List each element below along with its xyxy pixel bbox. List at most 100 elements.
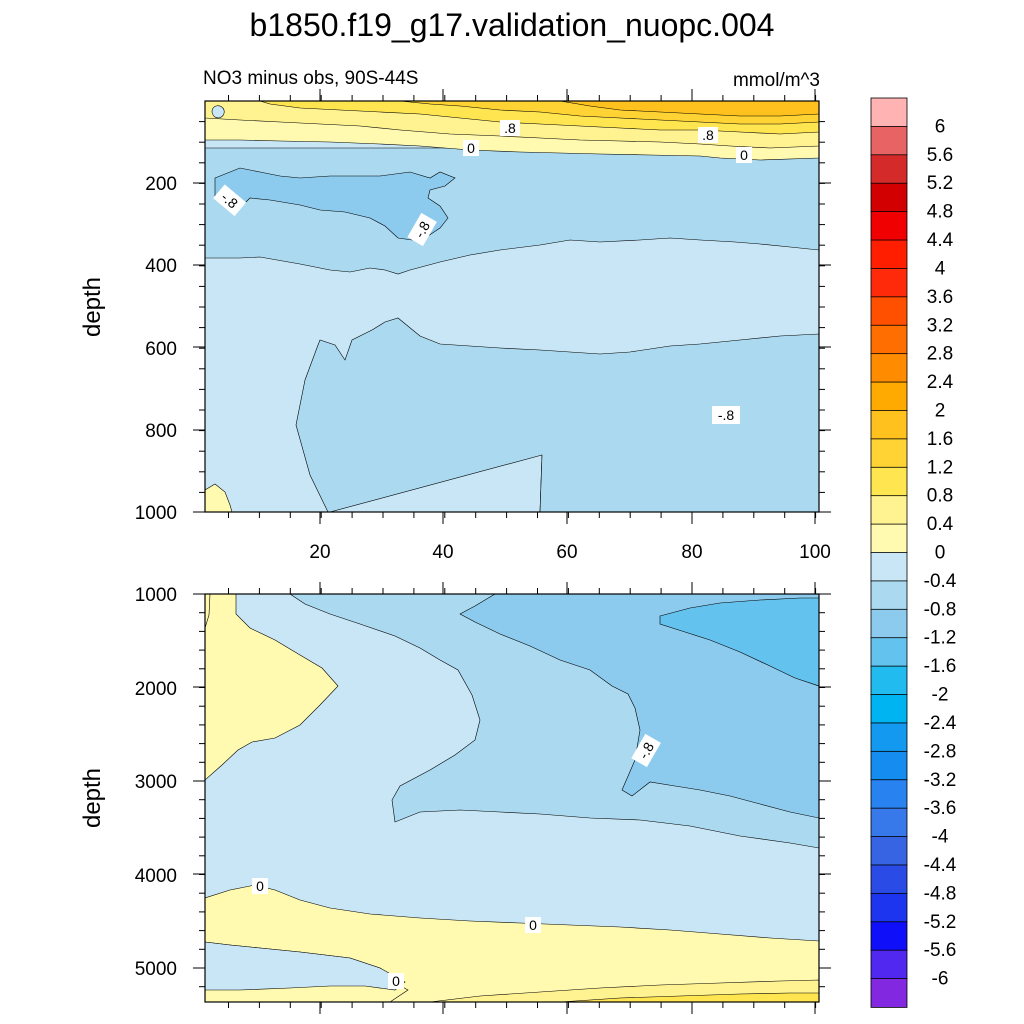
lower-ytick-label: 3000 (135, 772, 177, 793)
colorbar-swatch (870, 949, 908, 980)
upper-xtick-label: 60 (556, 542, 577, 563)
upper-ytick-label: 400 (145, 256, 177, 277)
upper-fill-small-patch (211, 105, 225, 119)
upper-contour-label-5: -.8 (213, 184, 247, 217)
lower-contour-fills (205, 594, 819, 1002)
upper-ylabel: depth (79, 277, 106, 337)
upper-fill-neg04-deep (295, 317, 819, 512)
lower-frame (204, 593, 820, 1003)
lower-ylabel: depth (79, 768, 106, 828)
upper-ytick-label: 800 (145, 421, 177, 442)
lower-fill-pos0-left (205, 594, 339, 781)
colorbar-label: -3.6 (924, 798, 957, 819)
colorbar-swatch (870, 836, 908, 866)
upper-contour-label-6: -.8 (407, 212, 437, 247)
upper-ytick-label: 200 (145, 174, 177, 195)
colorbar-swatch (870, 410, 908, 440)
colorbar-label: -5.2 (924, 912, 957, 933)
lower-fill-pos08-bottom (559, 992, 819, 1002)
lower-fill-neg08 (459, 594, 819, 819)
colorbar-label: -4.8 (924, 883, 957, 904)
subtitle-right: mmol/m^3 (733, 70, 820, 91)
colorbar-label: 4 (935, 258, 946, 279)
colorbar-label: 2.4 (927, 372, 954, 393)
colorbar-swatch (870, 608, 908, 639)
upper-contour-label-2-text: .8 (702, 127, 714, 143)
colorbar-label: 4.4 (927, 230, 954, 251)
lower-ytick-label: 2000 (135, 679, 177, 700)
upper-xtick-label: 20 (309, 542, 330, 563)
colorbar-label: 2 (935, 400, 946, 421)
colorbar-label: -4.4 (924, 855, 957, 876)
lower-ytick-label: 5000 (135, 959, 177, 980)
upper-contour-label-2: .8 (698, 127, 718, 143)
colorbar-swatch (870, 239, 908, 270)
colorbar-label: -2 (932, 685, 949, 706)
upper-contour-label-3: 0 (463, 140, 479, 156)
colorbar-swatch (870, 921, 908, 951)
colorbar-swatch (870, 268, 908, 298)
colorbar-swatch (870, 665, 908, 696)
colorbar-label: 3.2 (927, 315, 953, 336)
colorbar-swatch (870, 126, 908, 156)
lower-fill-neg12 (659, 597, 819, 687)
colorbar-swatch (870, 694, 908, 724)
colorbar-swatch (870, 182, 908, 213)
colorbar-swatch (870, 864, 908, 895)
colorbar-label: 5.6 (927, 145, 953, 166)
upper-contour-label-1-text: .8 (504, 120, 516, 136)
colorbar-label: -6 (932, 969, 949, 990)
colorbar-swatch (870, 324, 908, 355)
lower-contour-label-3-text: 0 (529, 917, 537, 933)
colorbar-swatch (870, 978, 908, 1008)
colorbar-swatch (870, 381, 908, 412)
upper-xtick-label: 100 (799, 542, 831, 563)
upper-contour-label-1: .8 (500, 120, 520, 136)
lower-ytick-label: 4000 (135, 866, 177, 887)
lower-contour-label-4: 0 (388, 973, 404, 989)
colorbar-swatch (870, 637, 908, 667)
colorbar-label: -0.8 (924, 599, 957, 620)
colorbar-swatch (870, 580, 908, 611)
colorbar-swatch (870, 523, 908, 554)
lower-contour-label-2-text: 0 (256, 878, 264, 894)
upper-fill-neg08-patch-left (214, 167, 456, 241)
upper-contour-label-4-text: 0 (740, 147, 748, 163)
upper-contour-fills (205, 101, 819, 512)
colorbar-swatch (870, 807, 908, 838)
colorbar-label: 3.6 (927, 287, 953, 308)
upper-contour-label-7-text: -.8 (718, 407, 735, 423)
lower-ytick-label: 1000 (135, 585, 177, 606)
colorbar-swatch (870, 552, 908, 582)
colorbar-label: -3.2 (924, 770, 957, 791)
upper-fill-pos16 (559, 101, 819, 117)
colorbar-swatch (870, 296, 908, 327)
colorbar-label: 0 (935, 543, 946, 564)
colorbar-label: 1.6 (927, 429, 953, 450)
upper-panel: .8 .8 0 0 -.8 -.8 -.8 200 400 600 800 10… (79, 89, 831, 563)
lower-contour-label-3: 0 (525, 917, 541, 933)
lower-contour-label-4-text: 0 (392, 973, 400, 989)
upper-fill-pos0-bottom-left (205, 483, 233, 512)
colorbar-label: 0.8 (927, 486, 953, 507)
colorbar-label: -1.2 (924, 628, 957, 649)
subtitle-left: NO3 minus obs, 90S-44S (203, 68, 418, 89)
colorbar-swatch (870, 97, 908, 128)
colorbar-label: 0.4 (927, 514, 954, 535)
chart-title: b1850.f19_g17.validation_nuopc.004 (250, 7, 775, 43)
colorbar-label: -2.8 (924, 741, 957, 762)
colorbar-swatch (870, 154, 908, 185)
upper-xtick-label: 80 (681, 542, 702, 563)
colorbar-label: 6 (935, 116, 946, 137)
upper-ytick-label: 1000 (135, 503, 177, 524)
colorbar-label: 4.8 (927, 202, 953, 223)
lower-ticks (193, 582, 831, 1014)
upper-contour-label-4: 0 (736, 147, 752, 163)
colorbar-swatch (870, 495, 908, 525)
lower-contour-label-2: 0 (252, 878, 268, 894)
upper-xtick-label: 40 (432, 542, 453, 563)
upper-ytick-label: 600 (145, 339, 177, 360)
colorbar-swatch (870, 353, 908, 383)
colorbar: 6 5.6 5.2 4.8 4.4 4 3.6 3.2 2.8 2.4 2 1.6 1.2 0.8 0.4 0… (870, 97, 957, 1008)
